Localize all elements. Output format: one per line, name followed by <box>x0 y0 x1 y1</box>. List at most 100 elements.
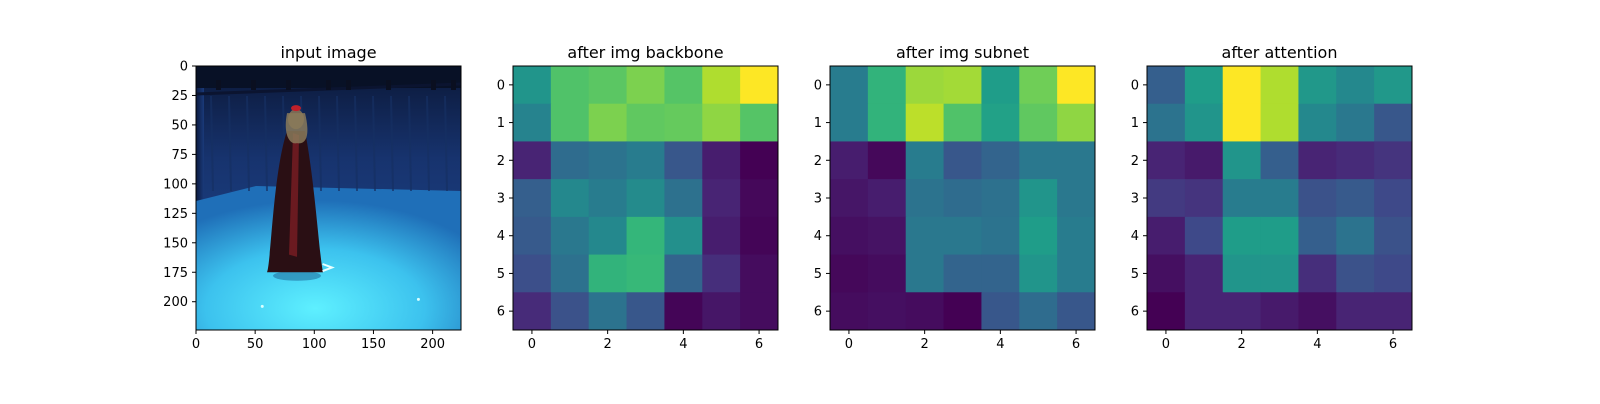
heatmap-cell <box>867 179 907 218</box>
heatmap-cell <box>1222 216 1262 256</box>
panel-3: after attention 0 2 4 6 0 1 2 3 4 5 6 <box>1131 43 1413 352</box>
heatmap-cell <box>513 103 552 142</box>
heatmap-cell <box>588 254 628 293</box>
heatmap-cell <box>1147 66 1186 105</box>
photo-curtain-fold <box>390 95 394 192</box>
y-tick-label: 2 <box>814 154 822 169</box>
heatmap-cell <box>1147 179 1186 218</box>
x-tick-label: 0 <box>1162 337 1170 352</box>
heatmap-cell <box>626 254 665 293</box>
heatmap-cell <box>1019 66 1058 105</box>
heatmap-cell <box>943 254 982 293</box>
photo-curtain-fold <box>264 95 268 192</box>
heatmap-cell <box>1019 179 1058 218</box>
heatmap-cell <box>981 292 1020 331</box>
y-tick-label: 2 <box>1131 154 1139 169</box>
photo-side-wall <box>196 66 204 218</box>
heatmap-cell <box>588 216 628 256</box>
heatmap-cell <box>1222 103 1262 142</box>
y-tick-label: 0 <box>1131 78 1139 93</box>
heatmap-cell <box>1260 216 1299 256</box>
photo-curtain-fold <box>246 95 250 192</box>
heatmap-cell <box>1019 141 1058 180</box>
heatmap-cell <box>626 292 665 331</box>
photo-person-hair <box>285 113 308 144</box>
heatmap-cell <box>513 141 552 180</box>
heatmap-cell <box>1298 216 1337 256</box>
photo-person-sash <box>289 133 300 257</box>
x-tick-label: 6 <box>1389 337 1397 352</box>
heatmap-cell <box>1184 103 1224 142</box>
photo-light <box>386 80 391 90</box>
panel-title: input image <box>280 43 376 62</box>
heatmap-cell <box>626 103 665 142</box>
x-tick-label: 0 <box>528 337 536 352</box>
heatmap-cell <box>1184 66 1224 105</box>
y-tick-label: 1 <box>814 116 822 131</box>
heatmap-cell <box>1184 292 1224 331</box>
heatmap-cell <box>664 179 703 218</box>
heatmap-cell <box>905 103 945 142</box>
heatmap-cell <box>740 254 779 293</box>
photo-curtain-fold <box>210 95 214 192</box>
y-tick-label: 6 <box>814 305 822 320</box>
heatmap-cell <box>867 292 907 331</box>
heatmap-cell <box>1260 179 1299 218</box>
heatmap-cell <box>905 179 945 218</box>
heatmap-cell <box>1184 216 1224 256</box>
heatmap-cell <box>905 254 945 293</box>
photo-ceiling <box>196 66 461 88</box>
heatmap-cell <box>550 216 590 256</box>
y-tick-label: 175 <box>163 266 188 281</box>
heatmap-cell <box>664 292 703 331</box>
heatmap-cell <box>702 141 741 180</box>
heatmap-cell <box>1374 216 1413 256</box>
y-tick-label: 25 <box>171 89 188 104</box>
y-tick-label: 50 <box>171 118 188 133</box>
y-tick-label: 3 <box>1131 192 1139 207</box>
heatmap-cell <box>1222 292 1262 331</box>
heatmap-cell <box>626 141 665 180</box>
x-tick-label: 4 <box>996 337 1004 352</box>
heatmap-cell <box>1260 66 1299 105</box>
heatmap-cell <box>588 141 628 180</box>
heatmap-cell <box>664 216 703 256</box>
heatmap-cell <box>1057 103 1096 142</box>
y-tick-label: 75 <box>171 148 188 163</box>
heatmap-cell <box>1260 292 1299 331</box>
heatmap-cell <box>1057 141 1096 180</box>
heatmap-cell <box>1336 292 1375 331</box>
y-tick-label: 3 <box>814 192 822 207</box>
heatmap-cell <box>1147 216 1186 256</box>
heatmap-cell <box>1336 141 1375 180</box>
y-tick-label: 150 <box>163 236 188 251</box>
y-tick-label: 5 <box>814 267 822 282</box>
x-tick-label: 50 <box>247 337 264 352</box>
heatmap-cell <box>513 66 552 105</box>
photo-curtain-fold <box>354 95 358 192</box>
heatmap-cell <box>740 179 779 218</box>
heatmap-cell <box>981 103 1020 142</box>
heatmap-cell <box>513 216 552 256</box>
panel-1: after img backbone 0 2 4 6 0 1 2 3 4 5 6 <box>497 43 779 352</box>
heatmap-cell <box>1057 254 1096 293</box>
y-tick-label: 5 <box>497 267 505 282</box>
heatmap-cell <box>702 66 741 105</box>
heatmap-cell <box>1260 254 1299 293</box>
x-tick-label: 4 <box>679 337 687 352</box>
y-tick-label: 200 <box>163 295 188 310</box>
heatmap-cell <box>740 103 779 142</box>
heatmap-cell <box>905 292 945 331</box>
y-tick-label: 3 <box>497 192 505 207</box>
heatmap-cell <box>1184 141 1224 180</box>
heatmap-cell <box>1374 292 1413 331</box>
heatmap-cell <box>943 66 982 105</box>
photo-light <box>451 80 456 90</box>
photo-curtain-fold <box>444 95 448 192</box>
heatmap-cell <box>981 216 1020 256</box>
heatmap-cell <box>867 66 907 105</box>
heatmap-cell <box>1336 103 1375 142</box>
axes-frame <box>829 65 1096 331</box>
heatmap-cell <box>830 216 869 256</box>
